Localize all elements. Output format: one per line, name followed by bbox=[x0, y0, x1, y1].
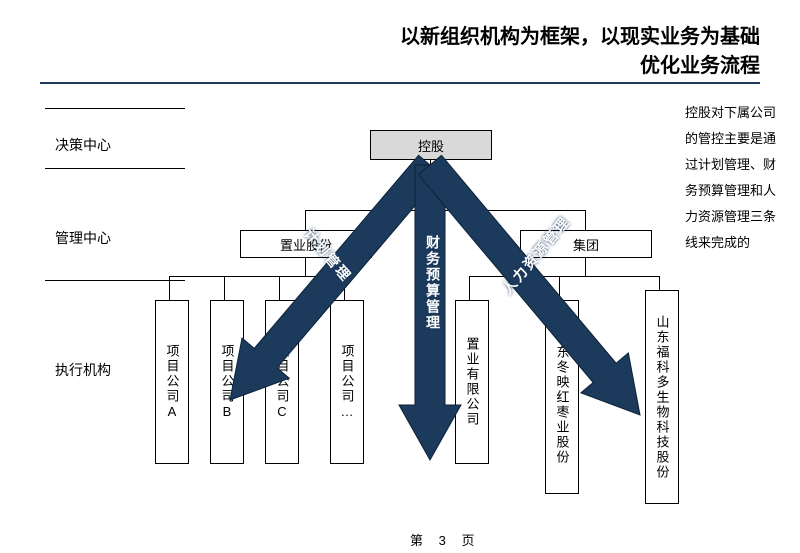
node-e2-label: 项目公司B bbox=[218, 344, 237, 421]
arrow-center-label: 财务预算管理 bbox=[423, 235, 443, 331]
connector bbox=[305, 210, 306, 230]
node-e1: 项目公司A bbox=[155, 300, 189, 464]
connector bbox=[224, 276, 225, 300]
node-e4: 项目公司… bbox=[330, 300, 364, 464]
node-root-label: 控股 bbox=[418, 136, 444, 155]
node-e5-label: 置业有限公司 bbox=[463, 337, 482, 427]
node-m2-label: 集团 bbox=[573, 235, 599, 254]
level-sep-top bbox=[45, 108, 185, 109]
node-e7: 山东福科多生物科技股份 bbox=[645, 290, 679, 504]
page-footer: 第 3 页 bbox=[410, 530, 480, 549]
connector bbox=[585, 256, 586, 276]
node-e6-label: 山东冬映红枣业股份 bbox=[553, 330, 572, 465]
node-m2: 集团 bbox=[520, 230, 652, 258]
title-line2: 优化业务流程 bbox=[400, 49, 760, 78]
node-m1: 置业股份 bbox=[240, 230, 372, 258]
connector bbox=[344, 276, 345, 300]
node-e5: 置业有限公司 bbox=[455, 300, 489, 464]
connector bbox=[469, 276, 660, 277]
connector bbox=[430, 158, 431, 210]
node-e6: 山东冬映红枣业股份 bbox=[545, 300, 579, 494]
node-e1-label: 项目公司A bbox=[163, 344, 182, 421]
node-e2: 项目公司B bbox=[210, 300, 244, 464]
page-title: 以新组织机构为框架，以现实业务为基础 优化业务流程 bbox=[400, 20, 760, 78]
connector bbox=[305, 256, 306, 276]
node-e7-label: 山东福科多生物科技股份 bbox=[653, 315, 672, 480]
sidebar-text: 控股对下属公司的管控主要是通过计划管理、财务预算管理和人力资源管理三条线来完成的 bbox=[685, 100, 785, 256]
level-sep-2 bbox=[45, 280, 185, 281]
level-sep-1 bbox=[45, 168, 185, 169]
level-label-3: 执行机构 bbox=[55, 360, 111, 380]
connector bbox=[279, 276, 280, 300]
title-underline bbox=[40, 82, 760, 84]
node-e3: 项目公司C bbox=[265, 300, 299, 464]
node-e3-label: 项目公司C bbox=[273, 344, 292, 421]
connector bbox=[659, 276, 660, 290]
connector bbox=[169, 276, 345, 277]
node-e4-label: 项目公司… bbox=[338, 344, 357, 421]
connector bbox=[559, 276, 560, 300]
level-label-1: 决策中心 bbox=[55, 135, 111, 155]
connector bbox=[469, 276, 470, 300]
connector bbox=[585, 210, 586, 230]
level-label-2: 管理中心 bbox=[55, 228, 111, 248]
title-line1: 以新组织机构为框架，以现实业务为基础 bbox=[400, 20, 760, 49]
connector bbox=[169, 276, 170, 300]
node-root: 控股 bbox=[370, 130, 492, 160]
node-m1-label: 置业股份 bbox=[280, 235, 332, 254]
connector bbox=[305, 210, 585, 211]
